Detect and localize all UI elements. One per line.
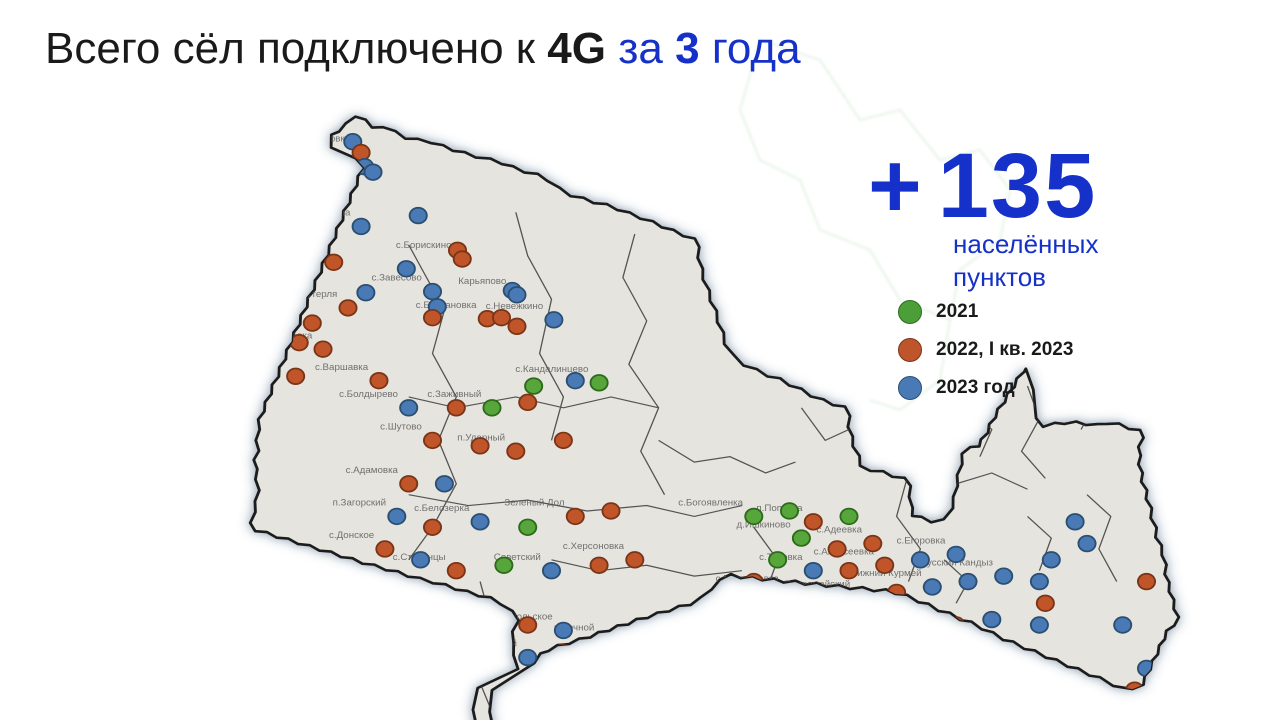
svg-text:Зеленый Дол: Зеленый Дол bbox=[504, 498, 564, 508]
svg-text:п.Кристинка: п.Кристинка bbox=[268, 244, 323, 254]
svg-text:с.Дубиновка: с.Дубиновка bbox=[342, 585, 399, 595]
svg-text:д.Ишкиново: д.Ишкиново bbox=[736, 520, 790, 530]
svg-text:Васильевка: Васильевка bbox=[380, 650, 434, 660]
svg-text:с.Заживный: с.Заживный bbox=[427, 389, 481, 399]
svg-text:с.Шутово: с.Шутово bbox=[380, 422, 422, 432]
svg-text:с.Донское: с.Донское bbox=[329, 530, 374, 540]
svg-text:с.Херсоновка: с.Херсоновка bbox=[563, 541, 625, 551]
svg-text:с.Кисла: с.Кисла bbox=[316, 208, 352, 218]
svg-text:Карьяпово: Карьяпово bbox=[458, 276, 506, 286]
svg-text:с.Адамовка: с.Адамовка bbox=[346, 465, 399, 475]
svg-text:с.Болдырево: с.Болдырево bbox=[339, 389, 398, 399]
svg-text:с.Белозерка: с.Белозерка bbox=[414, 503, 470, 513]
svg-text:с.Егоровка: с.Егоровка bbox=[897, 536, 947, 546]
svg-text:с.Октябрьское: с.Октябрьское bbox=[264, 155, 329, 165]
svg-text:с.Варшавка: с.Варшавка bbox=[315, 362, 369, 372]
svg-text:с.Борискино: с.Борискино bbox=[396, 241, 452, 251]
svg-text:с.Богоявленка: с.Богоявленка bbox=[678, 498, 744, 508]
svg-text:с.Замокское: с.Замокское bbox=[604, 650, 659, 660]
svg-text:Красная Поляна: Красная Поляна bbox=[227, 305, 302, 315]
svg-text:п.Загорский: п.Загорский bbox=[333, 498, 387, 508]
svg-text:п.Мячный: п.Мячный bbox=[473, 639, 517, 649]
svg-text:п.Кутерля: п.Кутерля bbox=[293, 289, 337, 299]
svg-text:с.Трифоновка: с.Трифоновка bbox=[287, 134, 351, 144]
svg-text:с.Адеевка: с.Адеевка bbox=[816, 525, 863, 535]
svg-text:с.Краснознаменка: с.Краснознаменка bbox=[399, 601, 482, 611]
svg-text:с.Ильинка: с.Ильинка bbox=[316, 617, 363, 627]
svg-text:Перовка: Перовка bbox=[312, 650, 351, 660]
svg-text:с.Бакаево: с.Бакаево bbox=[266, 117, 311, 127]
svg-text:с.Завесово: с.Завесово bbox=[372, 273, 422, 283]
